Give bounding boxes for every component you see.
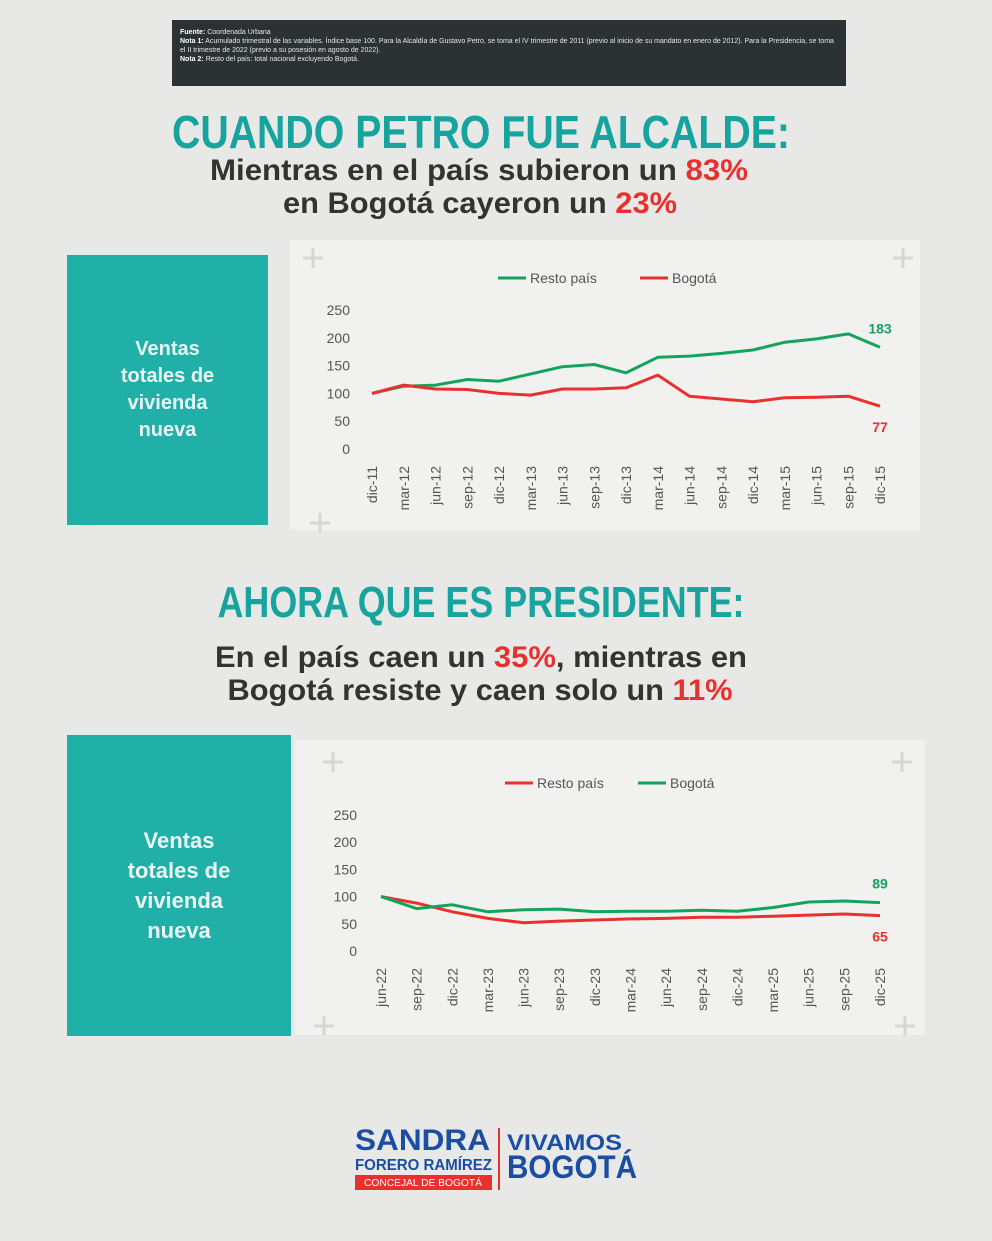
note-label: Fuente:: [180, 29, 206, 36]
text: en Bogotá cayeron un: [283, 187, 607, 220]
note-text: Acumulado trimestral de las variables. Í…: [180, 38, 834, 54]
data-label: 89: [872, 876, 888, 892]
logo-role-bg: [355, 1175, 492, 1190]
x-tick-label: sep-14: [713, 466, 729, 509]
chart-panel: [295, 740, 925, 1035]
x-tick-label: jun-12: [428, 466, 444, 506]
logo-party: BOGOTÁ: [507, 1149, 637, 1185]
x-tick-label: sep-25: [836, 968, 852, 1011]
logo-party: VIVAMOS: [507, 1130, 622, 1155]
legend-label: Resto país: [530, 270, 597, 286]
side-box-label: Ventas totales de vivienda nueva: [127, 827, 231, 943]
x-tick-label: jun-25: [801, 968, 817, 1008]
footer-logo: SANDRA FORERO RAMÍREZ CONCEJAL DE BOGOTÁ…: [355, 1124, 637, 1190]
logo-role: CONCEJAL DE BOGOTÁ: [364, 1176, 482, 1189]
highlight: 35%: [494, 641, 556, 674]
series-line: [371, 373, 881, 408]
x-tick-label: jun-23: [516, 968, 532, 1008]
series-line: [380, 895, 881, 914]
legend-label: Bogotá: [670, 775, 715, 791]
x-tick-label: dic-25: [872, 968, 888, 1006]
section-line: En el país caen un 35%, mientras en: [215, 641, 747, 674]
text: , mientras en: [556, 641, 747, 674]
text: Mientras en el país subieron un: [210, 154, 677, 187]
x-tick-label: sep-15: [840, 466, 856, 509]
notes: Fuente: Coordenada Urbana Nota 1: Acumul…: [172, 20, 846, 86]
section-title: AHORA QUE ES PRESIDENTE:: [218, 578, 745, 627]
y-tick-label: 100: [334, 889, 358, 905]
y-tick-label: 50: [341, 916, 357, 932]
chart: 0 50 100 150 200 250 jun-22 sep-22 dic-22 mar-23 j…: [334, 775, 888, 1012]
y-tick-label: 0: [342, 441, 350, 457]
note: Nota 1: Acumulado trimestral de las vari…: [180, 37, 838, 55]
data-label: 183: [868, 320, 892, 336]
chart-panel: [290, 240, 920, 530]
note-text: Coordenada Urbana: [207, 29, 271, 36]
chart: 0 50 100 150 200 250 dic-11 mar-12 jun-12 sep-12 d…: [327, 270, 892, 510]
x-tick-label: jun-24: [658, 968, 674, 1008]
section-line: en Bogotá cayeron un 23%: [283, 187, 677, 220]
x-tick-label: sep-24: [694, 968, 710, 1011]
y-tick-label: 150: [327, 358, 351, 374]
y-tick-label: 50: [334, 413, 350, 429]
highlight: 11%: [673, 674, 733, 707]
x-tick-label: mar-12: [396, 466, 412, 511]
side-box: Ventas totales de vivienda nueva: [67, 735, 291, 1036]
x-tick-label: sep-12: [459, 466, 475, 509]
x-tick-label: jun-14: [682, 466, 698, 506]
x-tick-label: dic-22: [444, 968, 460, 1006]
y-tick-label: 200: [334, 834, 358, 850]
note: Nota 2: Resto del país: total nacional e…: [180, 55, 838, 64]
side-box: Ventas totales de vivienda nueva: [67, 255, 268, 525]
x-tick-label: jun-13: [555, 466, 571, 506]
x-tick-label: jun-22: [373, 968, 389, 1008]
y-tick-label: 250: [327, 302, 351, 318]
y-tick-label: 200: [327, 330, 351, 346]
series-line: [371, 332, 881, 395]
x-tick-label: dic-24: [729, 968, 745, 1006]
data-label: 77: [872, 419, 888, 435]
legend-label: Bogotá: [672, 270, 717, 286]
x-tick-label: dic-12: [491, 466, 507, 504]
section-line: Bogotá resiste y caen solo un 11%: [228, 674, 733, 707]
highlight: 23%: [615, 187, 677, 220]
x-tick-label: mar-23: [480, 968, 496, 1013]
y-tick-label: 100: [327, 385, 351, 401]
logo-name: SANDRA: [355, 1124, 490, 1157]
x-tick-label: dic-13: [618, 466, 634, 504]
x-tick-label: dic-14: [745, 466, 761, 504]
x-tick-label: dic-23: [587, 968, 603, 1006]
logo-surname: FORERO RAMÍREZ: [355, 1155, 492, 1174]
x-tick-label: mar-13: [523, 466, 539, 511]
x-tick-label: mar-14: [650, 466, 666, 511]
x-tick-label: dic-11: [364, 466, 380, 503]
text: Bogotá resiste y caen solo un: [228, 674, 664, 707]
x-tick-label: mar-24: [623, 968, 639, 1013]
x-tick-label: sep-13: [586, 466, 602, 509]
highlight: 83%: [685, 154, 748, 187]
y-tick-label: 150: [334, 861, 358, 877]
section-title: CUANDO PETRO FUE ALCALDE:: [172, 106, 790, 158]
note: Fuente: Coordenada Urbana: [180, 28, 838, 37]
series-line: [380, 895, 881, 925]
x-tick-label: dic-15: [872, 466, 888, 504]
note-label: Nota 2:: [180, 56, 204, 63]
x-tick-label: mar-15: [777, 466, 793, 511]
decor-plus: [303, 248, 915, 1036]
x-tick-label: jun-15: [809, 466, 825, 506]
note-label: Nota 1:: [180, 38, 204, 45]
side-box-label: Ventas totales de vivienda nueva: [120, 338, 215, 441]
text: En el país caen un: [215, 641, 485, 674]
y-tick-label: 250: [334, 807, 358, 823]
x-tick-label: sep-22: [409, 968, 425, 1011]
note-text: Resto del país: total nacional excluyend…: [205, 56, 360, 63]
y-tick-label: 0: [349, 943, 357, 959]
legend-label: Resto país: [537, 775, 604, 791]
x-tick-label: mar-25: [765, 968, 781, 1013]
data-label: 65: [872, 929, 888, 945]
section-line: Mientras en el país subieron un 83%: [210, 154, 748, 187]
x-tick-label: sep-23: [551, 968, 567, 1011]
